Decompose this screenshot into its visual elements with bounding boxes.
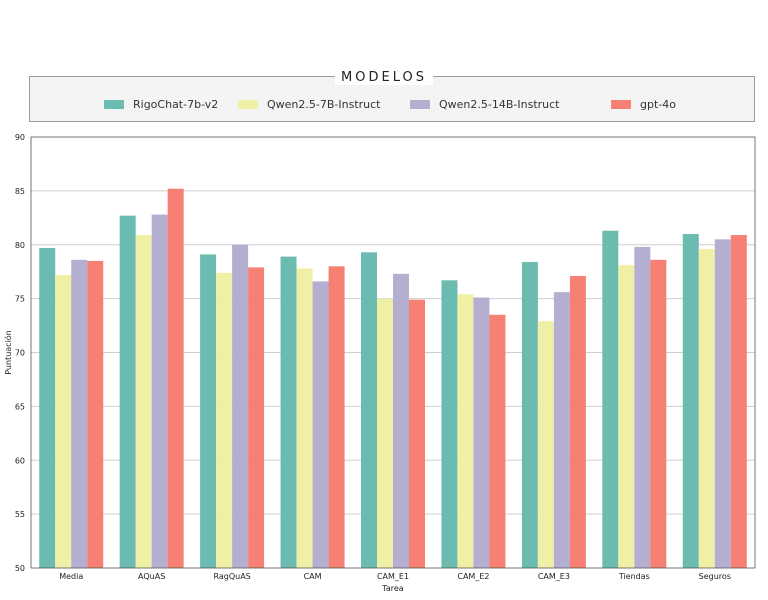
bar: [280, 256, 297, 568]
bar: [296, 268, 313, 568]
bar: [377, 298, 393, 568]
bar: [216, 272, 233, 568]
bar: [602, 230, 619, 568]
bar: [151, 214, 168, 568]
legend-label-rigochat: RigoChat-7b-v2: [133, 97, 219, 111]
bar: [521, 261, 538, 568]
y-tick-label: 90: [15, 133, 25, 142]
legend-item-gpt4o: gpt-4o: [611, 97, 676, 111]
y-tick-labels: 50 55 60 65 70 75 80 85 90: [15, 133, 25, 573]
bar: [569, 275, 586, 568]
legend-label-gpt4o: gpt-4o: [640, 97, 676, 111]
legend-item-qwen7b: Qwen2.5-7B-Instruct: [238, 97, 381, 111]
legend-swatch-gpt4o: [611, 99, 631, 109]
y-tick-label: 85: [15, 187, 25, 196]
x-axis-title: Tarea: [381, 584, 404, 593]
bar: [473, 297, 490, 568]
x-tick-label: CAM_E3: [538, 572, 570, 581]
x-tick-label: CAM: [304, 572, 322, 581]
bar: [489, 314, 506, 568]
bar: [119, 215, 136, 568]
bar: [71, 259, 88, 568]
y-tick-label: 55: [15, 510, 25, 519]
legend-swatch-rigochat: [104, 99, 124, 109]
bar: [537, 321, 554, 568]
bar: [39, 247, 56, 569]
bar: [441, 280, 458, 568]
legend-item-qwen14b: Qwen2.5-14B-Instruct: [410, 97, 559, 111]
bar: [55, 274, 72, 568]
bar: [361, 252, 377, 569]
bar: [232, 244, 249, 568]
bar: [312, 281, 329, 568]
x-tick-label: Media: [59, 572, 83, 581]
y-tick-label: 60: [15, 456, 25, 465]
bar: [698, 249, 715, 568]
bar: [167, 188, 184, 568]
y-tick-label: 65: [15, 402, 25, 411]
bar: [328, 266, 345, 568]
bar: [135, 235, 152, 569]
bar: [409, 299, 425, 568]
bar: [682, 233, 699, 568]
bar: [634, 246, 651, 568]
x-tick-label: Tiendas: [618, 572, 650, 581]
x-tick-labels: Media AQuAS RagQuAS CAM CAM_E1 CAM_E2 CAM_E3 Ti…: [59, 572, 731, 581]
bar: [714, 239, 731, 569]
bar: [457, 294, 474, 568]
y-axis-title: Puntuación: [3, 330, 13, 375]
bar: [87, 260, 104, 568]
y-tick-label: 80: [15, 241, 25, 250]
plot-frame: [30, 136, 756, 569]
bar: [650, 259, 667, 568]
bar: [553, 292, 570, 568]
legend-swatch-qwen14b: [410, 99, 430, 109]
legend-label-qwen7b: Qwen2.5-7B-Instruct: [267, 97, 381, 111]
x-tick-label: RagQuAS: [213, 572, 250, 581]
bar: [730, 235, 747, 569]
bar: [200, 254, 217, 568]
bar: [618, 265, 635, 568]
y-tick-label: 70: [15, 349, 25, 358]
x-tick-label: CAM_E2: [457, 572, 489, 581]
bar: [393, 273, 409, 568]
legend-label-qwen14b: Qwen2.5-14B-Instruct: [439, 97, 560, 111]
legend-item-rigochat: RigoChat-7b-v2: [104, 97, 218, 111]
y-tick-label: 50: [15, 564, 25, 573]
legend-swatch-qwen7b: [238, 99, 258, 109]
y-tick-label: 75: [15, 295, 25, 304]
x-tick-label: AQuAS: [138, 572, 165, 581]
bar: [248, 267, 265, 568]
x-tick-label: CAM_E1: [377, 572, 409, 581]
x-tick-label: Seguros: [699, 572, 731, 581]
bars: [39, 188, 747, 569]
